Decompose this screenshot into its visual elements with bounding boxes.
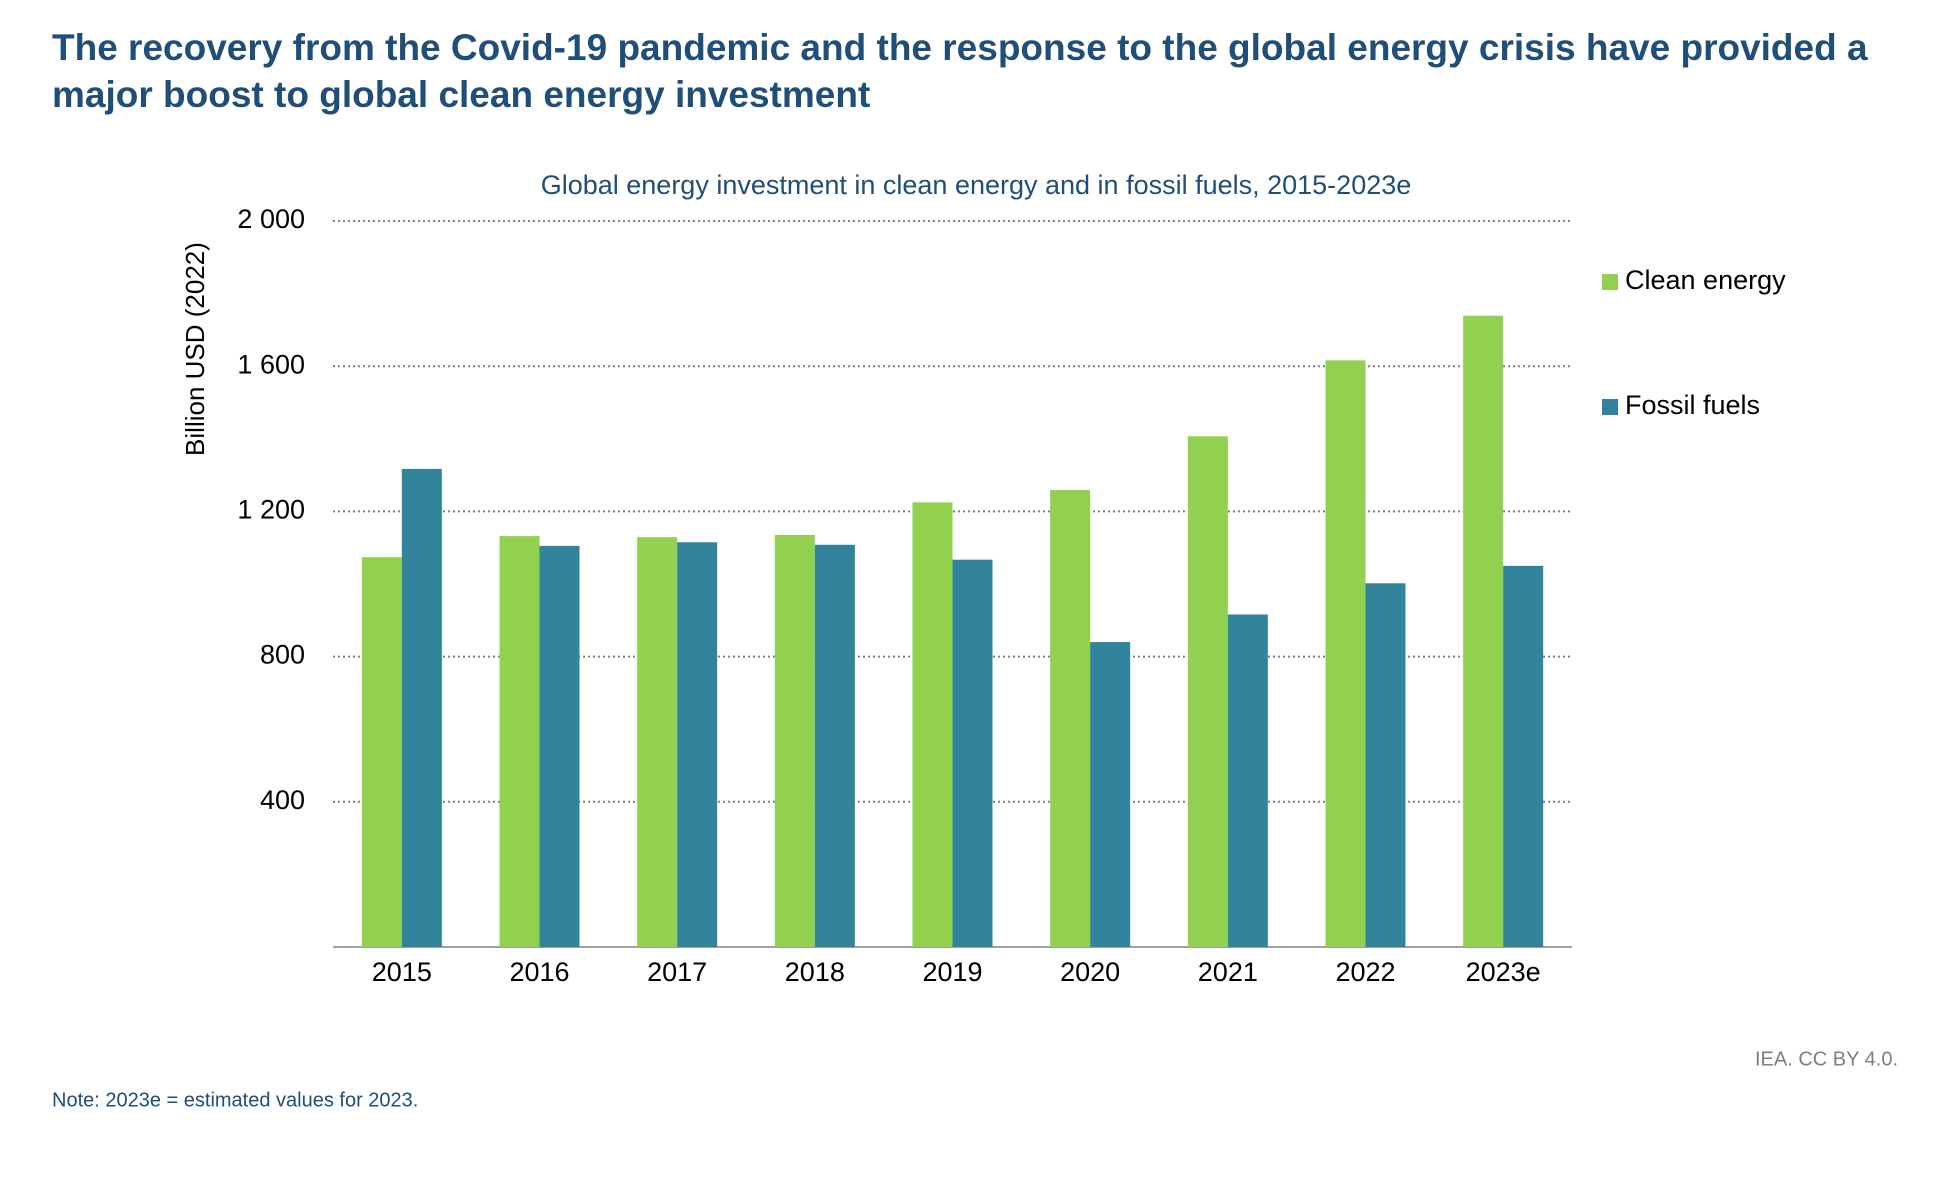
x-tick-label: 2022 [1335, 957, 1395, 987]
y-tick-label: 800 [260, 640, 305, 670]
page-title: The recovery from the Covid-19 pandemic … [52, 27, 1868, 115]
legend-swatch [1602, 399, 1618, 415]
y-tick-label: 400 [260, 785, 305, 815]
chart-subtitle: Global energy investment in clean energy… [541, 170, 1412, 200]
bar [361, 557, 402, 947]
x-tick-label: 2020 [1060, 957, 1120, 987]
y-axis-label: Billion USD (2022) [180, 242, 210, 456]
bar [912, 502, 953, 947]
x-tick-label: 2023e [1466, 957, 1541, 987]
bar [774, 534, 815, 947]
bar [814, 544, 855, 947]
source: IEA. CC BY 4.0. [1755, 1048, 1898, 1070]
y-tick-label: 1 600 [237, 349, 305, 379]
bar [1365, 583, 1406, 947]
bar [1227, 614, 1268, 947]
bar [637, 537, 678, 947]
bar [1325, 360, 1366, 948]
bar [952, 559, 993, 947]
note: Note: 2023e = estimated values for 2023. [52, 1089, 418, 1111]
bar [539, 545, 580, 947]
bar [1090, 642, 1131, 947]
x-tick-label: 2017 [647, 957, 707, 987]
x-tick-label: 2016 [509, 957, 569, 987]
x-tick-label: 2021 [1198, 957, 1258, 987]
x-tick-label: 2015 [372, 957, 432, 987]
y-tick-label: 2 000 [237, 204, 305, 234]
bar [401, 468, 442, 947]
bar [1187, 436, 1228, 947]
bar [499, 536, 540, 947]
y-tick-label: 1 200 [237, 495, 305, 525]
x-tick-label: 2019 [922, 957, 982, 987]
bar [1463, 315, 1504, 947]
bar [1503, 565, 1544, 947]
x-tick-label: 2018 [785, 957, 845, 987]
legend-swatch [1602, 274, 1618, 290]
bar [677, 542, 718, 947]
bar [1050, 489, 1091, 947]
legend-label: Fossil fuels [1625, 390, 1760, 420]
legend-label: Clean energy [1625, 265, 1786, 295]
